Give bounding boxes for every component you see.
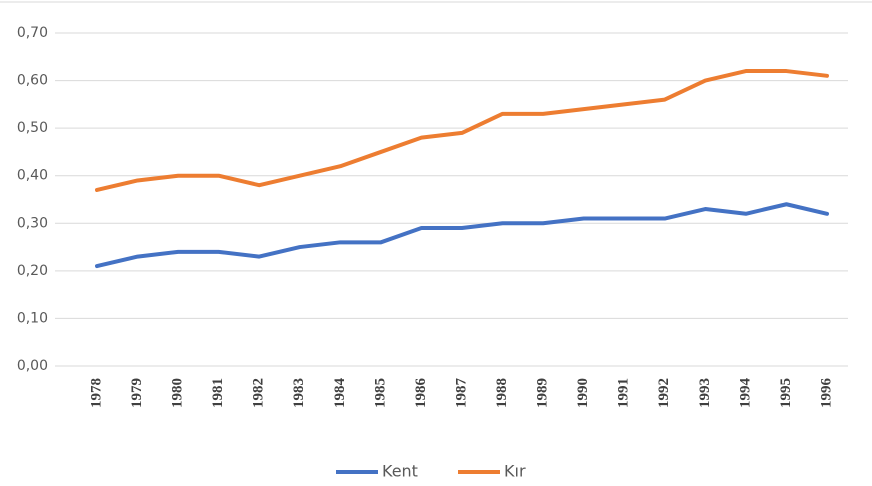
line-series <box>95 69 829 192</box>
y-tick-label: 0,20 <box>17 263 48 279</box>
x-tick-label: 1996 <box>818 378 834 409</box>
x-tick-label: 1985 <box>372 378 388 408</box>
legend-label: Kent <box>382 462 418 481</box>
x-tick-label: 1994 <box>737 378 753 409</box>
line-series <box>95 202 829 269</box>
x-tick-label: 1987 <box>453 378 469 409</box>
y-tick-label: 0,60 <box>17 73 48 89</box>
y-tick-label: 0,40 <box>17 168 48 184</box>
x-tick-label: 1995 <box>778 378 794 408</box>
x-tick-label: 1981 <box>210 378 226 408</box>
x-tick-label: 1984 <box>332 378 348 409</box>
x-tick-label: 1978 <box>88 378 104 408</box>
y-tick-label: 0,00 <box>17 358 48 374</box>
x-tick-label: 1982 <box>251 378 267 408</box>
x-tick-label: 1990 <box>575 378 591 408</box>
x-tick-label: 1983 <box>291 378 307 408</box>
y-tick-label: 0,50 <box>17 120 48 136</box>
x-tick-label: 1988 <box>494 378 510 408</box>
legend-label: Kır <box>504 462 526 481</box>
x-tick-label: 1980 <box>170 378 186 408</box>
x-tick-label: 1993 <box>697 378 713 408</box>
y-tick-label: 0,70 <box>17 25 48 41</box>
x-tick-label: 1986 <box>413 378 429 409</box>
y-tick-label: 0,10 <box>17 310 48 326</box>
x-tick-label: 1991 <box>616 378 632 408</box>
x-tick-label: 1992 <box>656 378 672 408</box>
x-tick-label: 1989 <box>535 378 551 408</box>
x-tick-label: 1979 <box>129 378 145 408</box>
y-tick-label: 0,30 <box>17 215 48 231</box>
